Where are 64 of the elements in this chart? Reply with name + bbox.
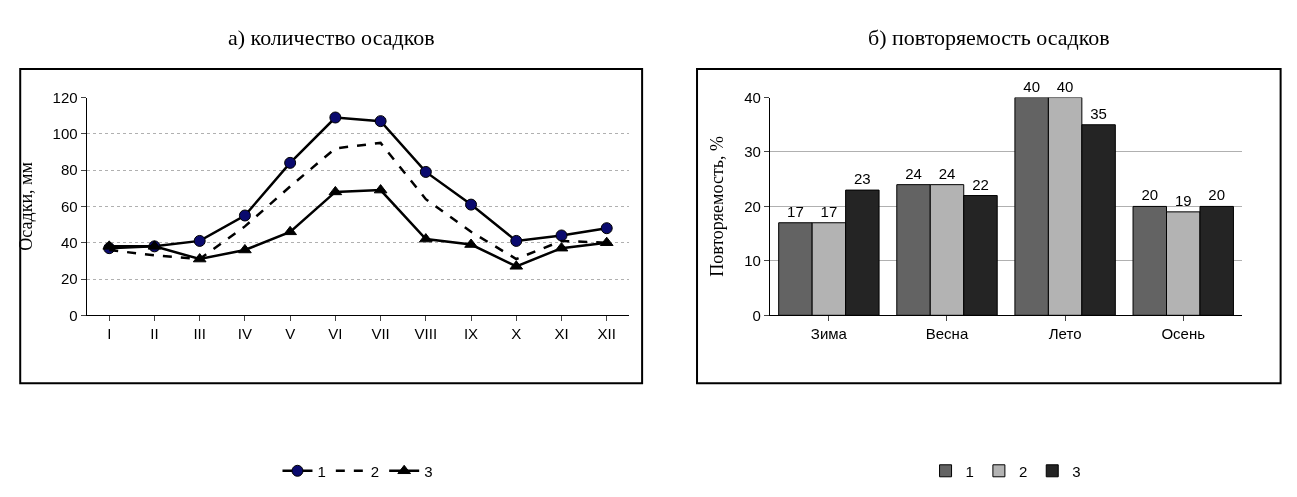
y-tick-label: 30: [744, 143, 761, 161]
y-tick-label: 100: [52, 125, 78, 143]
y-tick-label: 20: [744, 197, 761, 215]
legend-label: 3: [1072, 462, 1081, 480]
y-tick-label: 10: [744, 252, 761, 270]
data-label: 22: [972, 175, 989, 193]
x-tick-label: I: [107, 325, 112, 343]
y-tick-label: 80: [60, 161, 78, 179]
data-label: 20: [1141, 186, 1159, 204]
chart-title: б) повторяемость осадков: [868, 25, 1110, 50]
x-tick-label: X: [511, 325, 522, 343]
x-tick-label: II: [150, 325, 159, 343]
y-tick-label: 60: [60, 197, 78, 215]
legend-label: 2: [370, 462, 380, 480]
data-label: 23: [854, 170, 871, 188]
y-axis-title: Осадки, мм: [15, 162, 36, 251]
data-label: 24: [905, 164, 922, 182]
point: [510, 234, 523, 247]
point: [600, 222, 613, 235]
y-tick-label: 40: [60, 233, 78, 251]
point: [238, 243, 252, 254]
x-tick-label: IV: [237, 325, 252, 343]
data-label: 17: [820, 202, 838, 220]
x-tick-label: VIII: [414, 325, 438, 343]
point: [328, 185, 343, 196]
data-label: 20: [1208, 186, 1226, 204]
legend-label: 1: [965, 462, 974, 480]
y-tick-label: 40: [744, 88, 761, 106]
point: [419, 165, 432, 178]
point: [283, 225, 297, 236]
point: [374, 115, 387, 128]
point: [284, 156, 297, 169]
data-label: 19: [1174, 191, 1192, 209]
legend-label: 1: [317, 462, 326, 480]
x-tick-label: Зима: [810, 325, 848, 343]
y-tick-label: 120: [52, 88, 78, 106]
y-tick-label: 0: [752, 306, 761, 324]
x-tick-label: III: [193, 325, 206, 343]
x-tick-label: Лето: [1048, 325, 1082, 343]
x-tick-label: Осень: [1161, 325, 1206, 343]
point: [238, 209, 251, 222]
data-label: 35: [1090, 104, 1107, 122]
point: [193, 234, 206, 247]
x-tick-label: XI: [554, 325, 569, 343]
data-label: 40: [1023, 77, 1040, 95]
x-tick-label: IX: [463, 325, 479, 343]
y-axis-title: Повторяемость, %: [707, 136, 728, 277]
legend-label: 2: [1018, 462, 1028, 480]
x-tick-label: XII: [597, 325, 616, 343]
data-label: 24: [938, 164, 956, 182]
legend-label: 3: [424, 462, 433, 480]
y-tick-label: 20: [60, 270, 78, 288]
point: [464, 238, 478, 248]
x-tick-label: VI: [328, 325, 343, 343]
point: [555, 229, 568, 242]
chart-title: а) количество осадков: [228, 25, 435, 50]
point: [329, 111, 342, 124]
x-tick-label: VII: [371, 325, 390, 343]
x-tick-label: V: [285, 325, 296, 343]
data-label: 40: [1056, 77, 1074, 95]
point: [465, 198, 478, 211]
y-tick-label: 0: [69, 306, 78, 324]
x-tick-label: Весна: [925, 325, 969, 343]
data-label: 17: [787, 202, 804, 220]
